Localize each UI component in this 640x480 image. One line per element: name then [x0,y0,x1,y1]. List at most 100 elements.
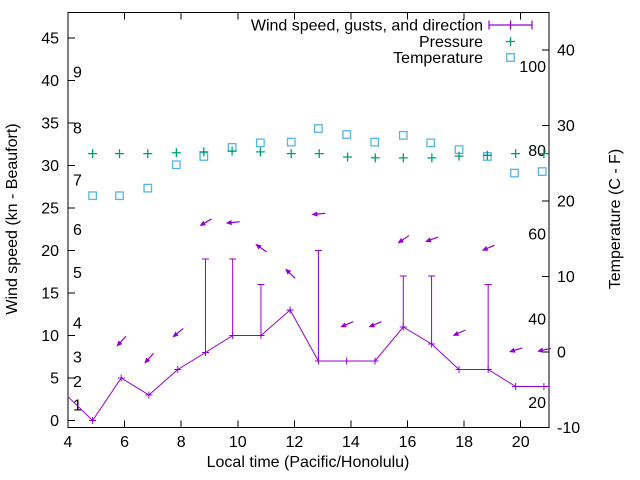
y-left-tick-label: 0 [50,413,59,430]
legend-temperature-sample-icon [506,53,515,62]
y-left-tick-label: 25 [41,201,59,218]
wind-point [455,366,463,373]
beaufort-scale-label: 6 [73,222,82,239]
legend-label-temperature: Temperature [393,50,483,67]
pressure-point [255,147,265,157]
wind-direction-arrow-icon [225,219,240,226]
plot-border [67,12,550,428]
wind-direction-arrow-icon [116,335,127,347]
fahrenheit-scale-label: 40 [528,311,546,328]
y-right-tick-label: 30 [557,118,575,135]
fahrenheit-scale-label: 20 [528,395,546,412]
pressure-point [143,149,153,159]
wind-point [89,417,97,424]
legend: Wind speed, gusts, and direction Pressur… [251,18,483,68]
wind-point [117,374,125,382]
pressure-point [88,149,98,159]
temperature-point [115,191,124,201]
x-tick-label: 4 [64,434,73,451]
legend-pressure-sample-icon [506,37,515,46]
x-tick-label: 16 [399,434,417,451]
beaufort-scale-label: 8 [73,121,82,138]
wind-direction-arrow-icon [340,321,354,328]
wind-series [67,211,551,424]
x-axis-title: Local time (Pacific/Honolulu) [207,454,410,471]
pressure-point [114,149,124,159]
wind-point [399,323,407,331]
wind-point [202,349,210,356]
wind-point [174,366,182,373]
pressure-point [227,146,237,156]
wind-direction-arrow-icon [172,327,184,338]
wind-speed-line [67,309,549,422]
wind-point [512,383,520,390]
axes-and-ticks: 4 6 8 10 12 14 16 18 20051015202530354045-100102… [41,12,580,451]
legend-wind-sample-icon [488,20,533,30]
temperature-point [88,191,98,201]
temperature-point [370,137,380,147]
wind-point [484,366,492,373]
wind-direction-arrow-icon [368,321,382,328]
wind-point [145,391,153,399]
wind-point [257,332,265,339]
y-left-tick-label: 15 [41,286,59,303]
wind-direction-arrow-icon [481,244,495,251]
wind-direction-arrow-icon [508,347,523,353]
x-tick-label: 8 [177,434,186,451]
y-right-tick-label: 10 [557,269,575,286]
temperature-point [537,167,547,176]
wind-direction-arrow-icon [397,234,410,244]
x-tick-label: 10 [229,434,247,451]
y-left-tick-label: 5 [50,371,59,388]
x-tick-label: 6 [120,434,129,451]
legend-sample-icons [488,20,533,62]
x-tick-label: 18 [455,434,473,451]
pressure-point [199,147,209,157]
y-right-tick-label: 0 [557,345,566,362]
wind-point [286,306,294,314]
y-right-tick-label: 40 [557,43,575,60]
pressure-point [171,148,181,158]
y-right-tick-label: 20 [557,194,575,211]
beaufort-scale-label: 7 [73,172,82,189]
wind-point [343,357,351,365]
temperature-series [88,124,547,201]
wind-direction-arrow-icon [537,347,551,353]
x-tick-label: 20 [512,434,530,451]
temperature-point [143,183,153,193]
pressure-point [343,152,353,162]
y-left-tick-label: 45 [41,31,59,48]
y-left-axis-title: Wind speed (kn - Beaufort) [4,123,21,314]
legend-label-wind: Wind speed, gusts, and direction [251,18,483,35]
wind-direction-arrow-icon [144,352,155,364]
y-right-tick-label: -10 [557,420,580,437]
pressure-point [482,150,492,160]
wind-point [540,383,548,390]
x-tick-label: 12 [285,434,303,451]
y-left-tick-label: 35 [41,116,59,133]
wind-direction-arrow-icon [452,329,466,336]
wind-direction-arrow-icon [199,218,212,226]
temperature-point [255,138,265,148]
wind-point [229,332,237,339]
pressure-point [427,153,437,163]
pressure-point [511,149,521,159]
temperature-point [510,168,519,178]
beaufort-scale-label: 2 [73,374,82,391]
fahrenheit-scale-label: 80 [528,143,546,160]
x-tick-label: 14 [342,434,360,451]
temperature-point [171,160,181,170]
temperature-point [426,138,436,148]
wind-point [428,340,436,348]
beaufort-scale-label: 3 [73,349,82,366]
fahrenheit-scale-label: 100 [519,59,546,76]
pressure-series [88,146,549,163]
temperature-point [286,137,296,147]
wind-point [314,357,322,365]
temperature-point [342,130,352,139]
beaufort-scale-label: 4 [73,315,82,332]
y-left-tick-label: 40 [41,73,59,90]
fahrenheit-scale-label: 60 [528,227,546,244]
